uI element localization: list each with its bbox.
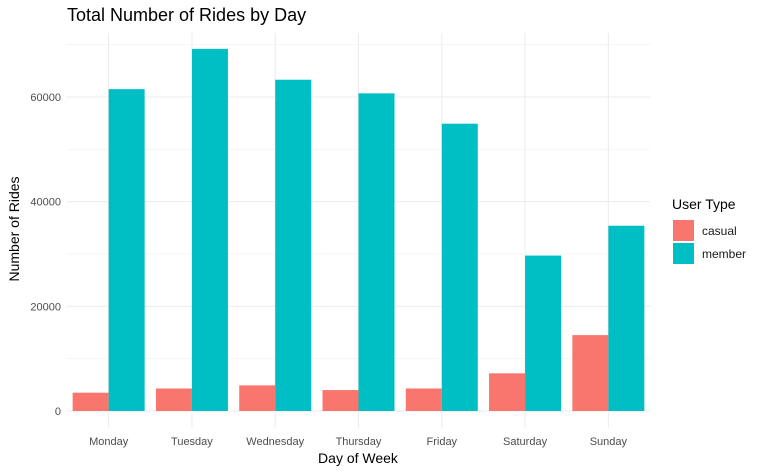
bars [72, 48, 645, 412]
x-axis-ticks: Monday Tuesday Wednesday Thursday Friday Satu… [89, 436, 627, 448]
legend-key-member [673, 243, 694, 264]
bar-casual-monday [72, 392, 109, 411]
bar-member-monday [108, 89, 145, 412]
x-axis-title: Day of Week [318, 450, 399, 466]
bar-member-thursday [358, 93, 395, 411]
x-tick-label: Friday [427, 436, 458, 448]
bar-member-saturday [525, 255, 562, 411]
legend-key-casual [673, 220, 694, 241]
y-tick-label: 60000 [30, 92, 61, 104]
bar-member-wednesday [275, 79, 312, 411]
bar-casual-sunday [572, 335, 609, 411]
bar-casual-tuesday [155, 388, 192, 411]
x-tick-label: Tuesday [171, 436, 213, 448]
y-tick-label: 20000 [30, 301, 61, 313]
y-axis-title: Number of Rides [6, 176, 22, 281]
y-tick-label: 40000 [30, 197, 61, 209]
legend-label-casual: casual [702, 224, 737, 238]
bar-member-friday [441, 123, 478, 411]
bar-casual-saturday [489, 373, 526, 411]
y-tick-label: 0 [55, 406, 61, 418]
bar-member-sunday [608, 225, 645, 411]
x-tick-label: Thursday [336, 436, 382, 448]
x-tick-label: Sunday [590, 436, 628, 448]
legend: User Type casual member [672, 196, 746, 264]
y-axis-ticks: 0 20000 40000 60000 [30, 92, 61, 418]
x-tick-label: Monday [89, 436, 129, 448]
chart-title: Total Number of Rides by Day [67, 5, 306, 25]
bar-casual-wednesday [239, 385, 276, 411]
legend-label-member: member [702, 247, 746, 261]
legend-title: User Type [672, 196, 736, 212]
bar-casual-thursday [322, 390, 359, 411]
bar-member-tuesday [191, 48, 228, 411]
plot-area: 0 20000 40000 60000 Monday Tuesday Wednesday T… [30, 33, 650, 448]
bar-casual-friday [405, 388, 442, 411]
x-tick-label: Wednesday [246, 436, 304, 448]
x-tick-label: Saturday [503, 436, 548, 448]
